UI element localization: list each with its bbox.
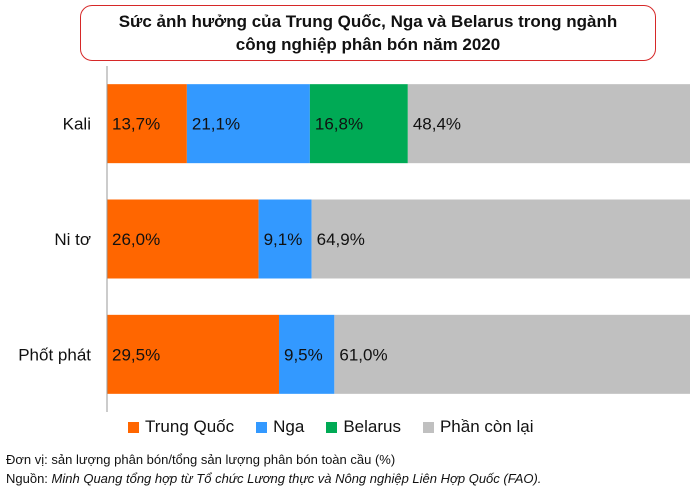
data-label-phot-phat-nga: 9,5%	[284, 345, 323, 364]
data-label-phot-phat-trung-quoc: 29,5%	[112, 345, 160, 364]
legend-item-trung-quoc: Trung Quốc	[128, 417, 234, 437]
bar-kali-trung-quoc	[107, 84, 187, 164]
category-label-phot-phat: Phốt phát	[18, 345, 91, 364]
data-label-kali-nga: 21,1%	[192, 115, 240, 134]
legend-item-belarus: Belarus	[326, 417, 401, 437]
bar-kali-nga	[186, 84, 310, 164]
data-label-kali-belarus: 16,8%	[315, 115, 363, 134]
data-label-ni-to-phan-con-lai: 64,9%	[317, 230, 365, 249]
chart-title-line-2: công nghiệp phân bón năm 2020	[235, 35, 501, 54]
bar-phot-phat-phan-con-lai	[334, 314, 690, 394]
legend-swatch-belarus	[326, 421, 338, 433]
category-label-ni-to: Ni tơ	[54, 230, 91, 249]
chart-legend: Trung Quốc Nga Belarus Phần còn lại	[128, 414, 534, 440]
legend-label-phan-con-lai: Phần còn lại	[439, 417, 534, 436]
bar-phot-phat-trung-quoc	[107, 314, 279, 394]
unit-note: Đơn vị: sản lượng phân bón/tổng sản lượn…	[6, 452, 396, 467]
bar-ni-to-trung-quoc	[107, 199, 259, 279]
data-label-ni-to-nga: 9,1%	[264, 230, 303, 249]
bar-ni-to-nga	[258, 199, 312, 279]
legend-item-phan-con-lai: Phần còn lại	[422, 417, 534, 437]
legend-swatch-phan-con-lai	[422, 421, 434, 433]
legend-swatch-nga	[256, 421, 268, 433]
chart-title: Sức ảnh hưởng của Trung Quốc, Nga và Bel…	[80, 5, 656, 61]
bar-kali-belarus	[309, 84, 408, 164]
legend-item-nga: Nga	[256, 417, 304, 437]
data-label-kali-trung-quoc: 13,7%	[112, 115, 160, 134]
source-note: Nguồn: Minh Quang tổng hợp từ Tổ chức Lư…	[6, 471, 541, 486]
bar-kali-phan-con-lai	[407, 84, 690, 164]
bar-ni-to-phan-con-lai	[311, 199, 690, 279]
chart-title-line-1: Sức ảnh hưởng của Trung Quốc, Nga và Bel…	[118, 12, 618, 31]
source-label: Nguồn:	[6, 471, 48, 486]
legend-label-belarus: Belarus	[343, 417, 401, 436]
category-label-kali: Kali	[63, 115, 91, 134]
data-label-kali-phan-con-lai: 48,4%	[413, 115, 461, 134]
source-text: Minh Quang tổng hợp từ Tổ chức Lương thự…	[51, 471, 542, 486]
legend-swatch-trung-quoc	[128, 421, 139, 433]
legend-label-trung-quoc: Trung Quốc	[145, 417, 235, 436]
data-label-phot-phat-phan-con-lai: 61,0%	[339, 345, 387, 364]
data-label-ni-to-trung-quoc: 26,0%	[112, 230, 160, 249]
legend-label-nga: Nga	[273, 417, 305, 436]
bar-phot-phat-nga	[278, 314, 335, 394]
